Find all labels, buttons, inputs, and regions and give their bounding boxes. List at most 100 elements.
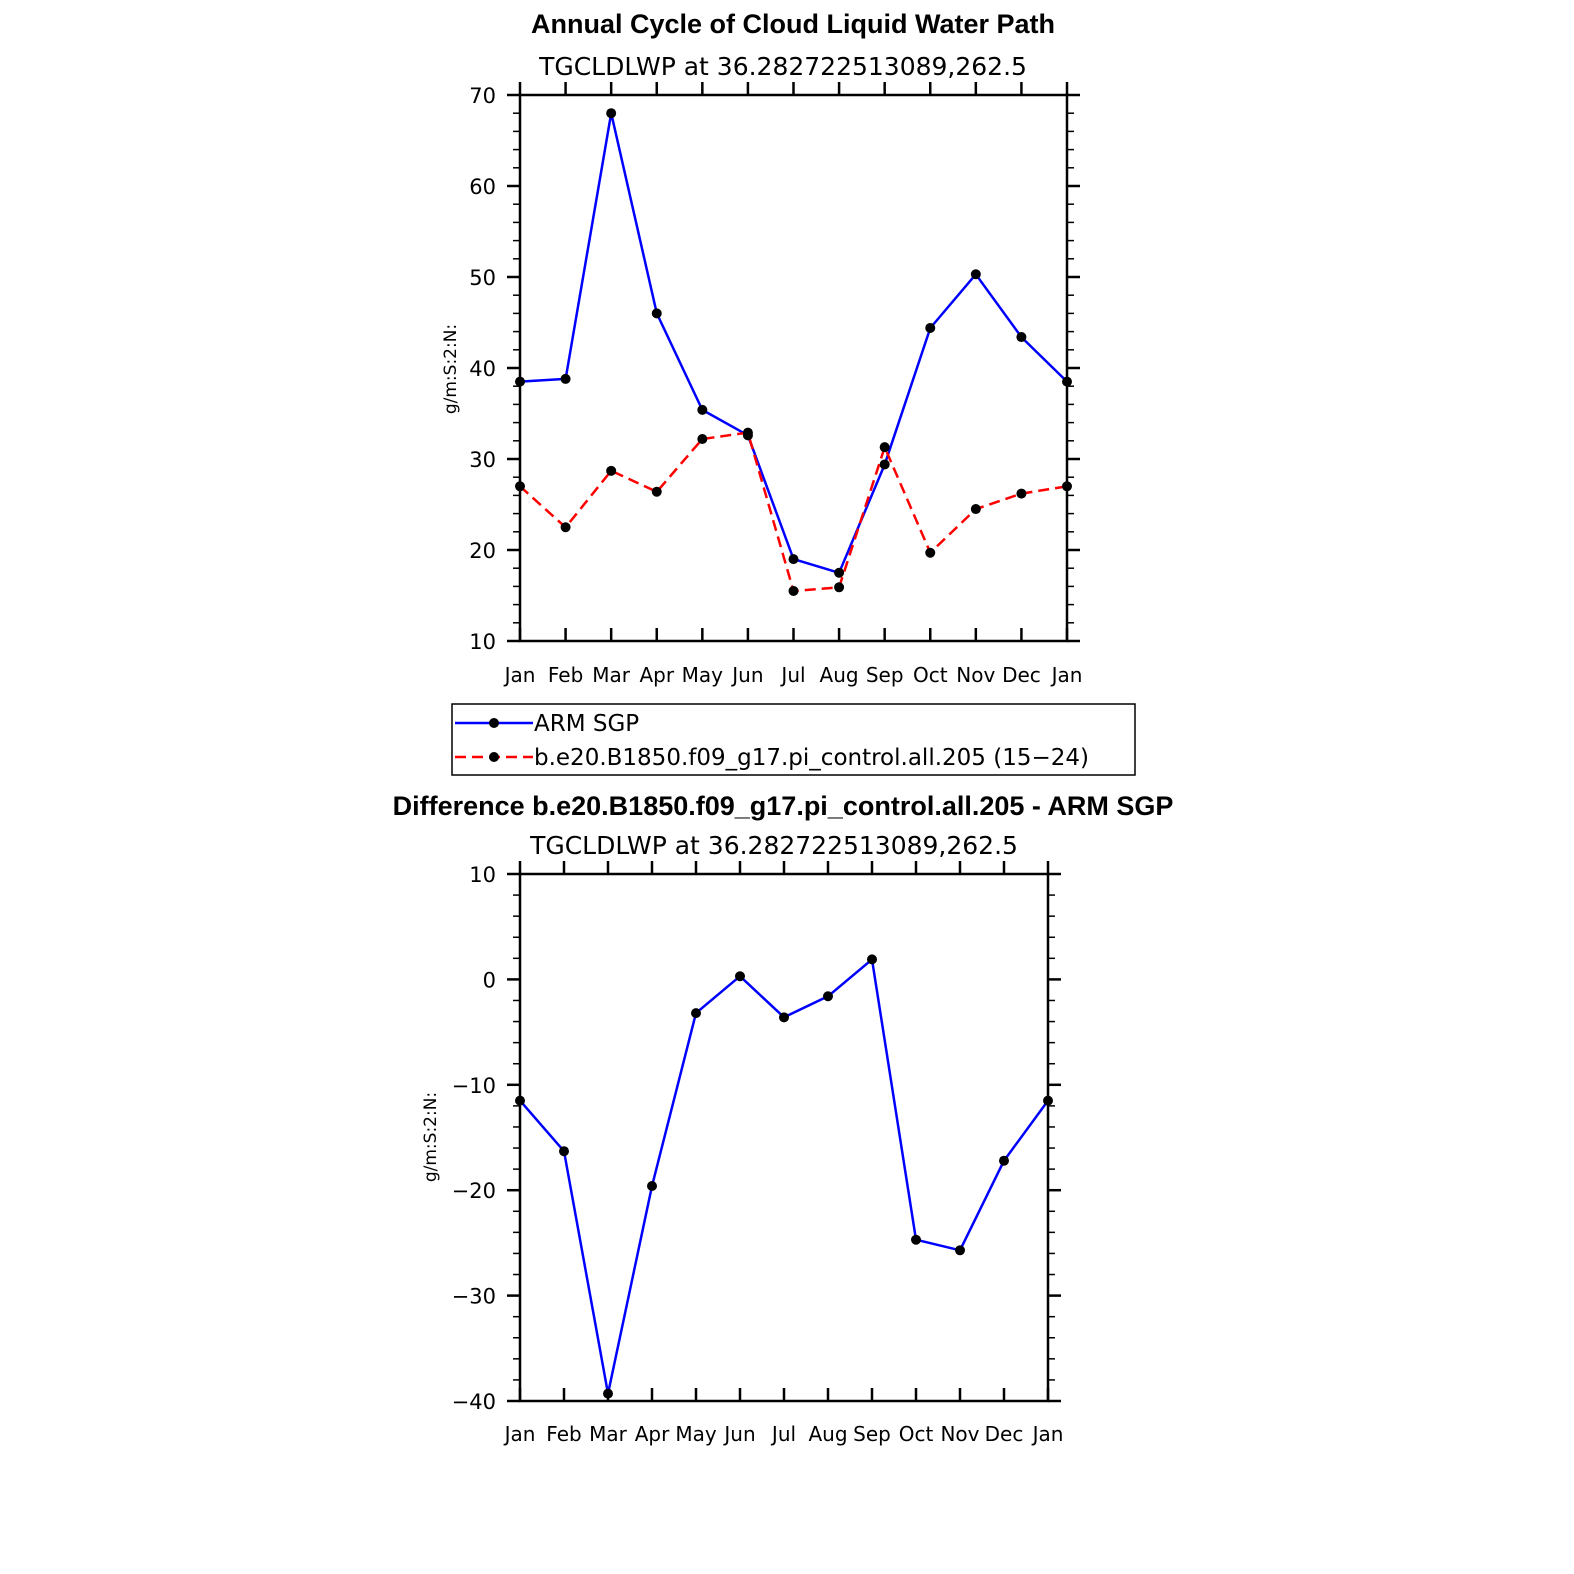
- y-tick-label: 60: [469, 175, 496, 199]
- data-point: [1016, 332, 1027, 343]
- y-tick-labels: 70 60 50 40 30 20 10: [469, 84, 496, 654]
- data-point: [925, 547, 936, 558]
- y-tick-label: 50: [469, 266, 496, 290]
- x-tick-label: Oct: [899, 1422, 934, 1446]
- series-lines-difference: [519, 958, 1050, 1395]
- data-point: [651, 308, 662, 319]
- data-point: [691, 1008, 701, 1019]
- data-point: [970, 269, 981, 280]
- y-tick-label: −10: [452, 1074, 496, 1098]
- series-line-arm: [519, 111, 1068, 575]
- series-lines: [519, 111, 1068, 593]
- x-tick-labels: Jan Feb Mar Apr May Jun Jul Aug Sep Oct Nov Dec Jan: [503, 663, 1083, 687]
- data-point: [560, 373, 571, 384]
- x-tick-label: Apr: [635, 1422, 670, 1446]
- y-axis-label: g/m:S:2:N:: [441, 324, 461, 414]
- data-point: [1016, 488, 1027, 499]
- y-tick-label: 30: [469, 448, 496, 472]
- data-point: [606, 108, 617, 119]
- y-tick-label: 10: [469, 630, 496, 654]
- x-tick-label: Feb: [546, 1422, 581, 1446]
- y-tick-label: 0: [483, 968, 496, 992]
- x-tick-label: May: [682, 663, 724, 687]
- x-tick-label: Jan: [1031, 1422, 1064, 1446]
- data-point: [1062, 376, 1072, 387]
- y-tick-label: −20: [452, 1179, 496, 1203]
- y-tick-label: 40: [469, 357, 496, 381]
- x-tick-label: Aug: [820, 663, 859, 687]
- x-tick-labels-difference: Jan Feb Mar Apr May Jun Jul Aug Sep Oct Nov Dec Jan: [503, 1422, 1064, 1446]
- y-tick-label: −40: [452, 1390, 496, 1414]
- legend-entry-model: b.e20.B1850.f09_g17.pi_control.all.205 (…: [534, 745, 1089, 771]
- data-point: [606, 465, 617, 476]
- x-tick-label: Jun: [730, 663, 763, 687]
- x-tick-label: Feb: [548, 663, 583, 687]
- data-point: [970, 504, 981, 515]
- legend: ARM SGP b.e20.B1850.f09_g17.pi_control.a…: [451, 703, 1136, 776]
- chart-title: Annual Cycle of Cloud Liquid Water Path: [531, 9, 1055, 39]
- x-tick-label: Apr: [639, 663, 674, 687]
- x-tick-label: Nov: [956, 663, 995, 687]
- data-point: [834, 567, 845, 578]
- data-point: [1062, 481, 1072, 492]
- data-point: [515, 376, 525, 387]
- data-point: [879, 442, 890, 453]
- chart-subtitle-difference: TGCLDLWP at 36.282722513089,262.5: [529, 831, 1018, 860]
- x-tick-label: May: [675, 1422, 717, 1446]
- x-tick-label: Jul: [770, 1422, 796, 1446]
- data-point: [955, 1245, 965, 1256]
- data-point: [603, 1388, 613, 1399]
- axes-ticks-difference: [507, 861, 1061, 1403]
- x-tick-label: Sep: [853, 1422, 891, 1446]
- y-tick-label: −30: [452, 1285, 496, 1309]
- y-tick-label: 70: [469, 84, 496, 108]
- data-point: [735, 971, 745, 982]
- data-point: [515, 481, 525, 492]
- y-tick-label: 20: [469, 539, 496, 563]
- data-point: [925, 322, 936, 333]
- chart-subtitle: TGCLDLWP at 36.282722513089,262.5: [538, 52, 1027, 81]
- data-point: [1043, 1095, 1053, 1106]
- data-point: [697, 433, 708, 444]
- legend-box: [451, 703, 1136, 776]
- series-markers-difference: [515, 954, 1053, 1399]
- data-point: [647, 1180, 657, 1191]
- legend-entry-arm: ARM SGP: [534, 711, 639, 737]
- x-tick-label: Dec: [985, 1422, 1024, 1446]
- x-tick-label: Sep: [866, 663, 904, 687]
- x-tick-label: Aug: [808, 1422, 847, 1446]
- data-point: [999, 1155, 1009, 1166]
- plot-frame: [518, 93, 1069, 643]
- difference-panel: Difference b.e20.B1850.f09_g17.pi_contro…: [393, 791, 1174, 1446]
- data-point: [742, 427, 753, 438]
- x-tick-label: Mar: [589, 1422, 628, 1446]
- data-point: [879, 459, 890, 470]
- legend-marker-model: [489, 752, 499, 762]
- x-tick-label: Jan: [503, 663, 536, 687]
- data-point: [697, 404, 708, 415]
- data-point: [867, 954, 877, 965]
- x-tick-label: Nov: [940, 1422, 979, 1446]
- data-point: [651, 486, 662, 497]
- data-point: [779, 1012, 789, 1023]
- data-point: [788, 585, 799, 596]
- series-markers: [515, 108, 1072, 596]
- data-point: [559, 1146, 569, 1157]
- x-tick-label: Jan: [1050, 663, 1083, 687]
- annual-cycle-panel: Annual Cycle of Cloud Liquid Water Path …: [441, 9, 1082, 687]
- chart-title-difference: Difference b.e20.B1850.f09_g17.pi_contro…: [393, 791, 1174, 821]
- x-tick-label: Mar: [592, 663, 631, 687]
- data-point: [823, 991, 833, 1002]
- y-axis-label-difference: g/m:S:2:N:: [421, 1092, 441, 1182]
- data-point: [911, 1234, 921, 1245]
- series-line-model: [519, 431, 1068, 593]
- y-tick-label: 10: [469, 863, 496, 887]
- x-tick-label: Jan: [503, 1422, 536, 1446]
- series-line-arm: [519, 958, 1050, 1395]
- x-tick-label: Dec: [1002, 663, 1041, 687]
- y-tick-labels-difference: 10 0 −10 −20 −30 −40: [452, 863, 496, 1414]
- x-tick-label: Jul: [779, 663, 805, 687]
- data-point: [515, 1095, 525, 1106]
- plot-frame-difference: [518, 872, 1050, 1403]
